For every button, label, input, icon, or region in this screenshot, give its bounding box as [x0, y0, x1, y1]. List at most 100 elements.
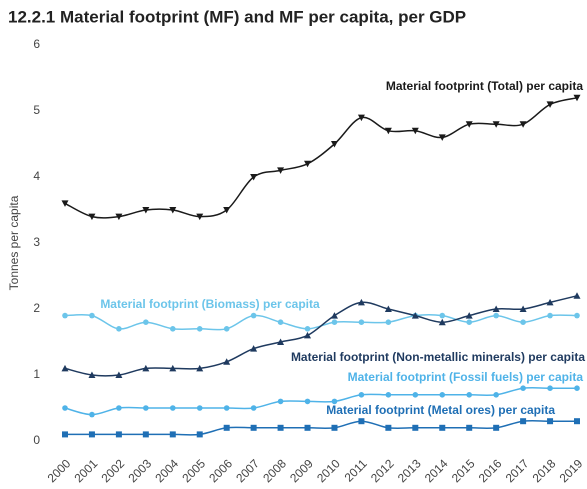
- marker: [169, 405, 176, 411]
- marker: [61, 364, 69, 372]
- marker: [547, 418, 554, 425]
- marker: [492, 305, 500, 312]
- marker: [304, 424, 311, 431]
- marker: [520, 385, 526, 392]
- marker: [196, 364, 204, 372]
- marker: [196, 213, 204, 221]
- marker: [304, 331, 312, 339]
- series-label: Material footprint (Non-metallic mineral…: [291, 350, 585, 364]
- marker: [493, 312, 499, 319]
- marker: [438, 134, 446, 141]
- x-tick-label: 2009: [287, 456, 316, 485]
- marker: [142, 364, 150, 372]
- marker: [331, 424, 338, 431]
- x-tick-label: 2000: [45, 456, 74, 485]
- marker: [465, 312, 473, 319]
- marker: [196, 326, 203, 332]
- marker: [411, 312, 419, 319]
- marker: [250, 405, 257, 411]
- marker: [385, 424, 392, 431]
- marker: [465, 121, 473, 128]
- marker: [384, 305, 392, 312]
- marker: [61, 200, 69, 207]
- series-line: [64, 419, 577, 436]
- marker: [169, 431, 176, 438]
- x-tick-label: 2005: [179, 456, 208, 485]
- marker: [116, 326, 122, 332]
- x-tick-label: 2013: [395, 456, 424, 485]
- marker: [115, 431, 122, 438]
- marker: [331, 398, 338, 405]
- marker: [115, 371, 123, 378]
- marker: [573, 292, 581, 299]
- marker: [223, 326, 230, 332]
- marker: [223, 358, 231, 365]
- x-tick-label: 2015: [449, 456, 478, 485]
- marker: [357, 298, 365, 306]
- marker: [142, 431, 149, 438]
- marker: [169, 364, 177, 372]
- series-label: Material footprint (Metal ores) per capi…: [326, 403, 555, 417]
- series-line: [64, 97, 578, 219]
- marker: [62, 431, 68, 438]
- marker: [357, 114, 365, 122]
- marker: [520, 319, 526, 326]
- y-tick-label: 5: [33, 103, 40, 117]
- marker: [250, 345, 258, 352]
- marker: [546, 101, 554, 108]
- y-tick-label: 4: [33, 169, 40, 183]
- marker: [573, 94, 581, 102]
- x-tick-label: 2002: [98, 456, 127, 485]
- marker: [169, 326, 176, 332]
- chart-title: 12.2.1 Material footprint (MF) and MF pe…: [8, 7, 466, 26]
- marker: [277, 319, 284, 326]
- marker: [439, 312, 446, 319]
- x-tick-label: 2016: [476, 456, 505, 485]
- marker: [277, 398, 284, 405]
- y-tick-label: 6: [33, 37, 40, 51]
- x-tick-label: 2014: [422, 456, 451, 485]
- marker: [250, 174, 258, 181]
- x-tick-label: 2008: [260, 456, 289, 485]
- marker: [304, 160, 312, 168]
- series-line: [64, 295, 578, 377]
- marker: [519, 121, 527, 128]
- marker: [385, 319, 392, 326]
- marker: [115, 213, 123, 221]
- marker: [88, 431, 95, 438]
- marker: [88, 213, 96, 221]
- marker: [116, 405, 122, 411]
- x-tick-label: 2003: [125, 456, 154, 485]
- marker: [519, 305, 527, 312]
- marker: [466, 319, 473, 326]
- marker: [547, 385, 553, 392]
- marker: [143, 405, 149, 411]
- marker: [574, 418, 580, 425]
- marker: [492, 121, 500, 128]
- marker: [547, 312, 553, 319]
- series-label: Material footprint (Fossil fuels) per ca…: [348, 370, 584, 384]
- marker: [466, 424, 473, 431]
- marker: [223, 424, 230, 431]
- marker: [250, 424, 257, 431]
- marker: [493, 392, 499, 398]
- marker: [330, 312, 338, 319]
- marker: [169, 207, 177, 214]
- marker: [438, 318, 446, 326]
- marker: [546, 298, 554, 306]
- marker: [493, 424, 500, 431]
- marker: [412, 424, 419, 431]
- marker: [385, 392, 392, 398]
- marker: [411, 127, 419, 135]
- x-tick-label: 2007: [233, 456, 262, 485]
- marker: [250, 312, 257, 319]
- y-tick-label: 1: [33, 367, 40, 381]
- marker: [277, 424, 284, 431]
- marker: [89, 312, 95, 319]
- marker: [89, 411, 95, 418]
- marker: [439, 392, 446, 398]
- x-tick-label: 2010: [314, 456, 343, 485]
- marker: [88, 371, 96, 378]
- y-axis-label: Tonnes per capita: [7, 195, 21, 290]
